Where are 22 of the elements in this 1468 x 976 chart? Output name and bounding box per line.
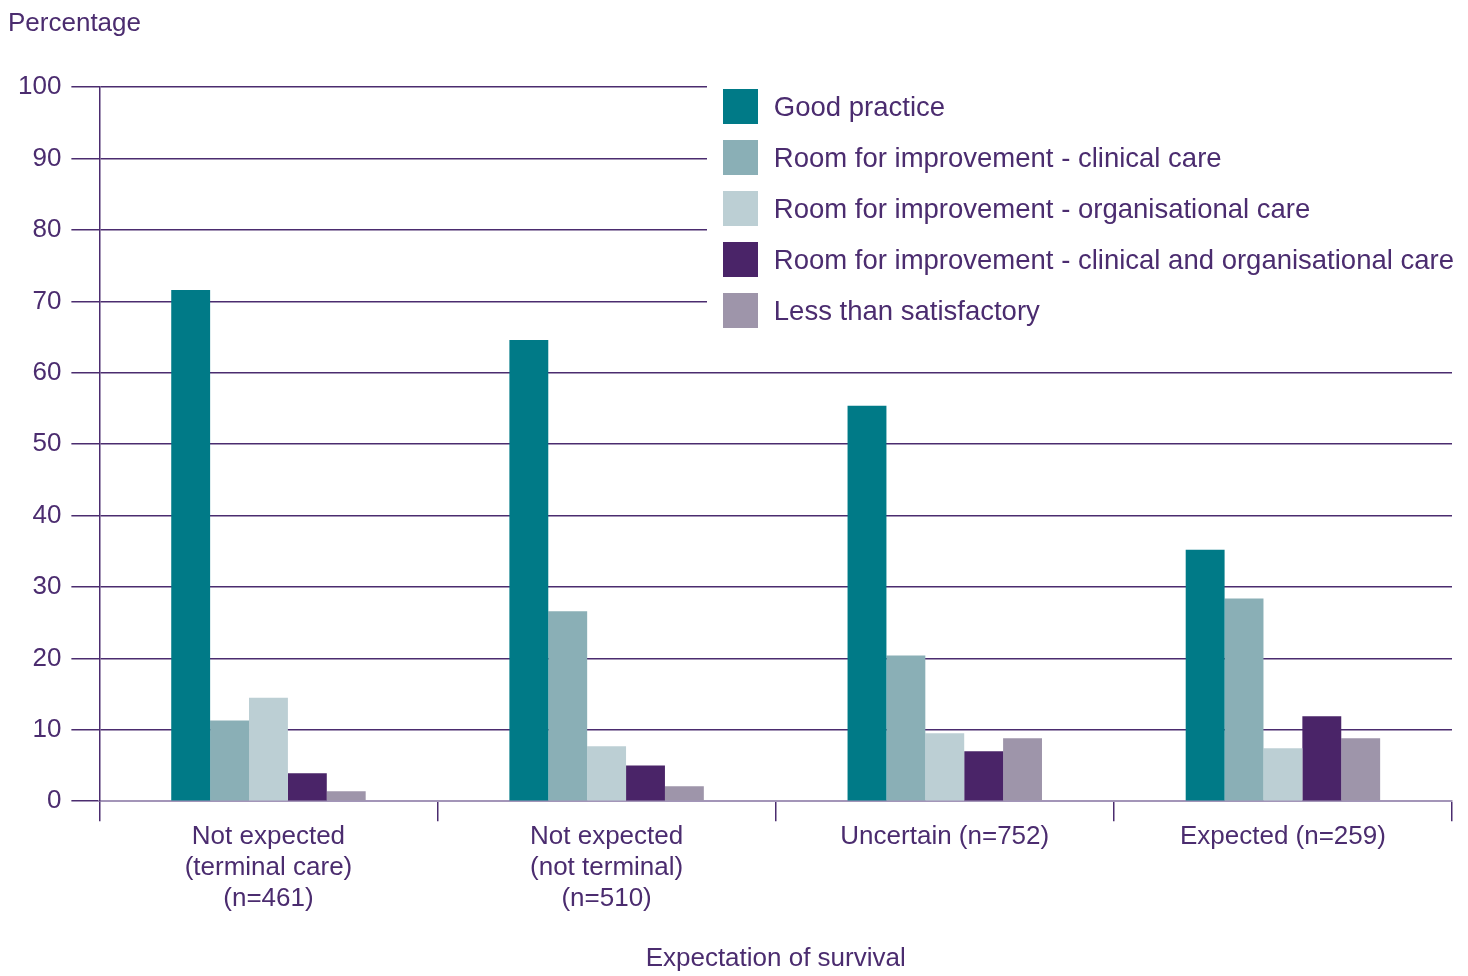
y-tick-label: 100 — [17, 70, 62, 101]
x-axis-title: Expectation of survival — [645, 941, 906, 972]
y-tick-label: 30 — [32, 570, 62, 601]
y-tick-label: 90 — [32, 141, 62, 172]
legend-label: Good practice — [773, 90, 946, 123]
y-tick-label: 50 — [32, 427, 62, 458]
y-tick-label: 70 — [32, 284, 62, 315]
legend-label: Room for improvement - clinical and organisational care — [773, 243, 1454, 276]
y-tick-label: 20 — [32, 641, 62, 672]
y-tick-label: 10 — [32, 712, 62, 743]
y-axis-title: Percentage — [8, 6, 141, 37]
y-tick-label: 80 — [32, 213, 62, 244]
x-tick-label: Uncertain (n=752) — [840, 819, 1050, 850]
legend-label: Room for improvement - clinical care — [773, 141, 1222, 174]
x-tick-label: Not expected (not terminal) (n=510) — [530, 819, 684, 913]
y-tick-label: 60 — [32, 355, 62, 386]
x-tick-label: Not expected (terminal care) (n=461) — [184, 819, 353, 913]
y-tick-label: 40 — [32, 498, 62, 529]
x-tick-label: Expected (n=259) — [1179, 819, 1386, 850]
legend-label: Room for improvement - organisational care — [773, 192, 1311, 225]
legend-label: Less than satisfactory — [773, 294, 1040, 327]
y-tick-label: 0 — [46, 784, 62, 815]
